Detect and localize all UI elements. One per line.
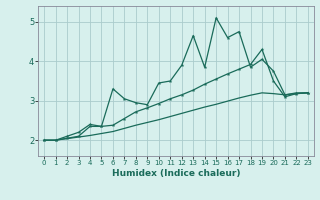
X-axis label: Humidex (Indice chaleur): Humidex (Indice chaleur) — [112, 169, 240, 178]
